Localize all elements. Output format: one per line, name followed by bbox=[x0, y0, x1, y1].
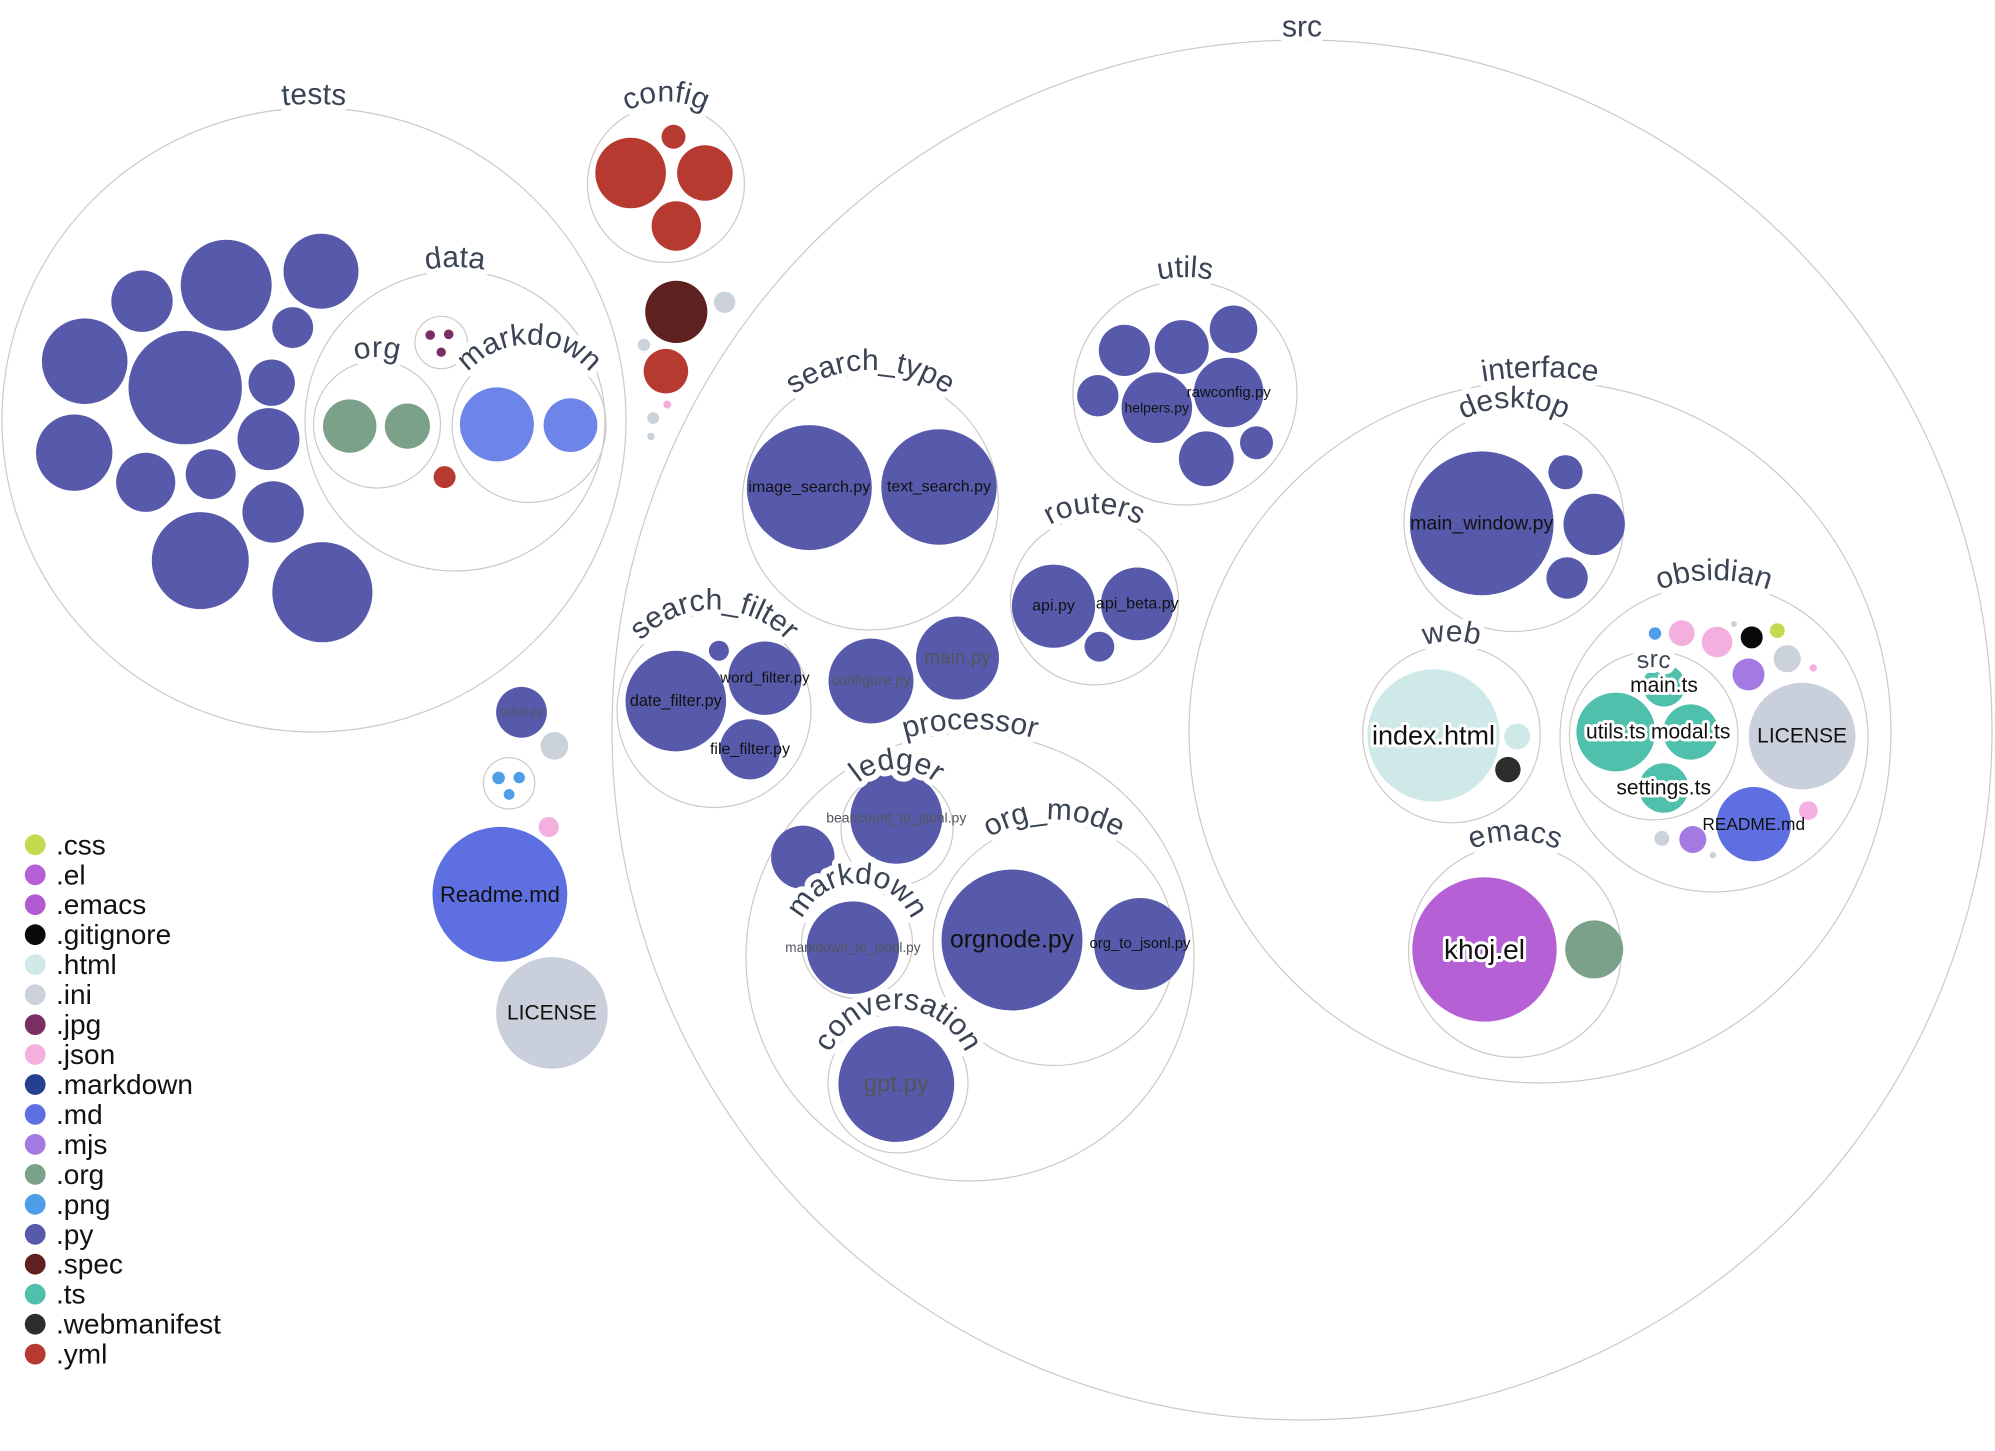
svg-text:helpers.py: helpers.py bbox=[1125, 400, 1190, 416]
svg-text:api_beta.py: api_beta.py bbox=[1096, 595, 1179, 612]
svg-text:beancount_to_jsonl.py: beancount_to_jsonl.py bbox=[826, 810, 966, 826]
svg-text:.mjs: .mjs bbox=[56, 1129, 107, 1160]
svg-text:utils.ts: utils.ts bbox=[1586, 721, 1646, 744]
svg-text:tests: tests bbox=[280, 78, 347, 113]
svg-text:interface: interface bbox=[1479, 351, 1601, 389]
svg-text:api.py: api.py bbox=[1032, 598, 1075, 615]
svg-text:.jpg: .jpg bbox=[56, 1009, 101, 1040]
svg-text:gpt.py: gpt.py bbox=[864, 1071, 929, 1098]
svg-text:utils: utils bbox=[1154, 251, 1215, 287]
svg-text:main.ts: main.ts bbox=[1630, 674, 1698, 697]
svg-text:.el: .el bbox=[56, 859, 86, 890]
svg-text:markdown_to_jsonl.py: markdown_to_jsonl.py bbox=[785, 940, 920, 955]
svg-text:orgnode.py: orgnode.py bbox=[950, 927, 1075, 954]
svg-text:src: src bbox=[1282, 10, 1323, 43]
svg-text:README.md: README.md bbox=[1702, 814, 1805, 834]
svg-text:modal.ts: modal.ts bbox=[1651, 721, 1730, 744]
svg-text:.ini: .ini bbox=[56, 979, 92, 1010]
svg-text:date_filter.py: date_filter.py bbox=[630, 692, 723, 710]
svg-text:.json: .json bbox=[56, 1039, 115, 1070]
svg-text:text_search.py: text_search.py bbox=[887, 479, 991, 496]
svg-text:configure.py: configure.py bbox=[832, 673, 912, 689]
svg-text:setup.py: setup.py bbox=[500, 706, 544, 718]
svg-text:.spec: .spec bbox=[56, 1249, 123, 1280]
svg-text:Readme.md: Readme.md bbox=[440, 882, 560, 907]
svg-text:rawconfig.py: rawconfig.py bbox=[1187, 384, 1272, 401]
svg-text:.yml: .yml bbox=[56, 1339, 107, 1370]
svg-text:LICENSE: LICENSE bbox=[1757, 725, 1847, 748]
svg-text:file_filter.py: file_filter.py bbox=[710, 741, 790, 758]
svg-text:settings.ts: settings.ts bbox=[1616, 777, 1711, 800]
svg-text:src: src bbox=[1635, 646, 1673, 675]
svg-text:word_filter.py: word_filter.py bbox=[719, 670, 810, 687]
svg-text:src: src bbox=[1282, 10, 1323, 43]
svg-text:org_to_jsonl.py: org_to_jsonl.py bbox=[1090, 936, 1192, 952]
svg-text:.html: .html bbox=[56, 949, 117, 980]
svg-text:main.py: main.py bbox=[924, 648, 991, 669]
svg-text:.emacs: .emacs bbox=[56, 889, 146, 920]
svg-text:web: web bbox=[1419, 615, 1484, 652]
svg-text:.css: .css bbox=[56, 829, 106, 860]
svg-text:modal.ts: modal.ts bbox=[1651, 721, 1730, 744]
svg-text:.md: .md bbox=[56, 1099, 103, 1130]
svg-text:org: org bbox=[350, 331, 403, 367]
svg-text:main_window.py: main_window.py bbox=[1410, 512, 1553, 534]
svg-text:.py: .py bbox=[56, 1219, 93, 1250]
svg-text:khoj.el: khoj.el bbox=[1444, 934, 1525, 965]
svg-text:LICENSE: LICENSE bbox=[507, 1001, 597, 1024]
svg-text:main.ts: main.ts bbox=[1630, 674, 1698, 697]
svg-text:.org: .org bbox=[56, 1159, 104, 1190]
svg-text:settings.ts: settings.ts bbox=[1616, 777, 1711, 800]
svg-text:data: data bbox=[422, 241, 487, 277]
svg-text:tests: tests bbox=[280, 78, 347, 113]
svg-text:.gitignore: .gitignore bbox=[56, 919, 171, 950]
svg-text:index.html: index.html bbox=[1372, 720, 1495, 750]
svg-text:.png: .png bbox=[56, 1189, 111, 1220]
svg-text:khoj.el: khoj.el bbox=[1444, 934, 1525, 965]
svg-text:index.html: index.html bbox=[1372, 720, 1495, 750]
svg-text:utils.ts: utils.ts bbox=[1586, 721, 1646, 744]
svg-text:.ts: .ts bbox=[56, 1279, 86, 1310]
svg-text:image_search.py: image_search.py bbox=[748, 479, 870, 496]
svg-text:.webmanifest: .webmanifest bbox=[56, 1309, 221, 1340]
svg-text:.markdown: .markdown bbox=[56, 1069, 193, 1100]
